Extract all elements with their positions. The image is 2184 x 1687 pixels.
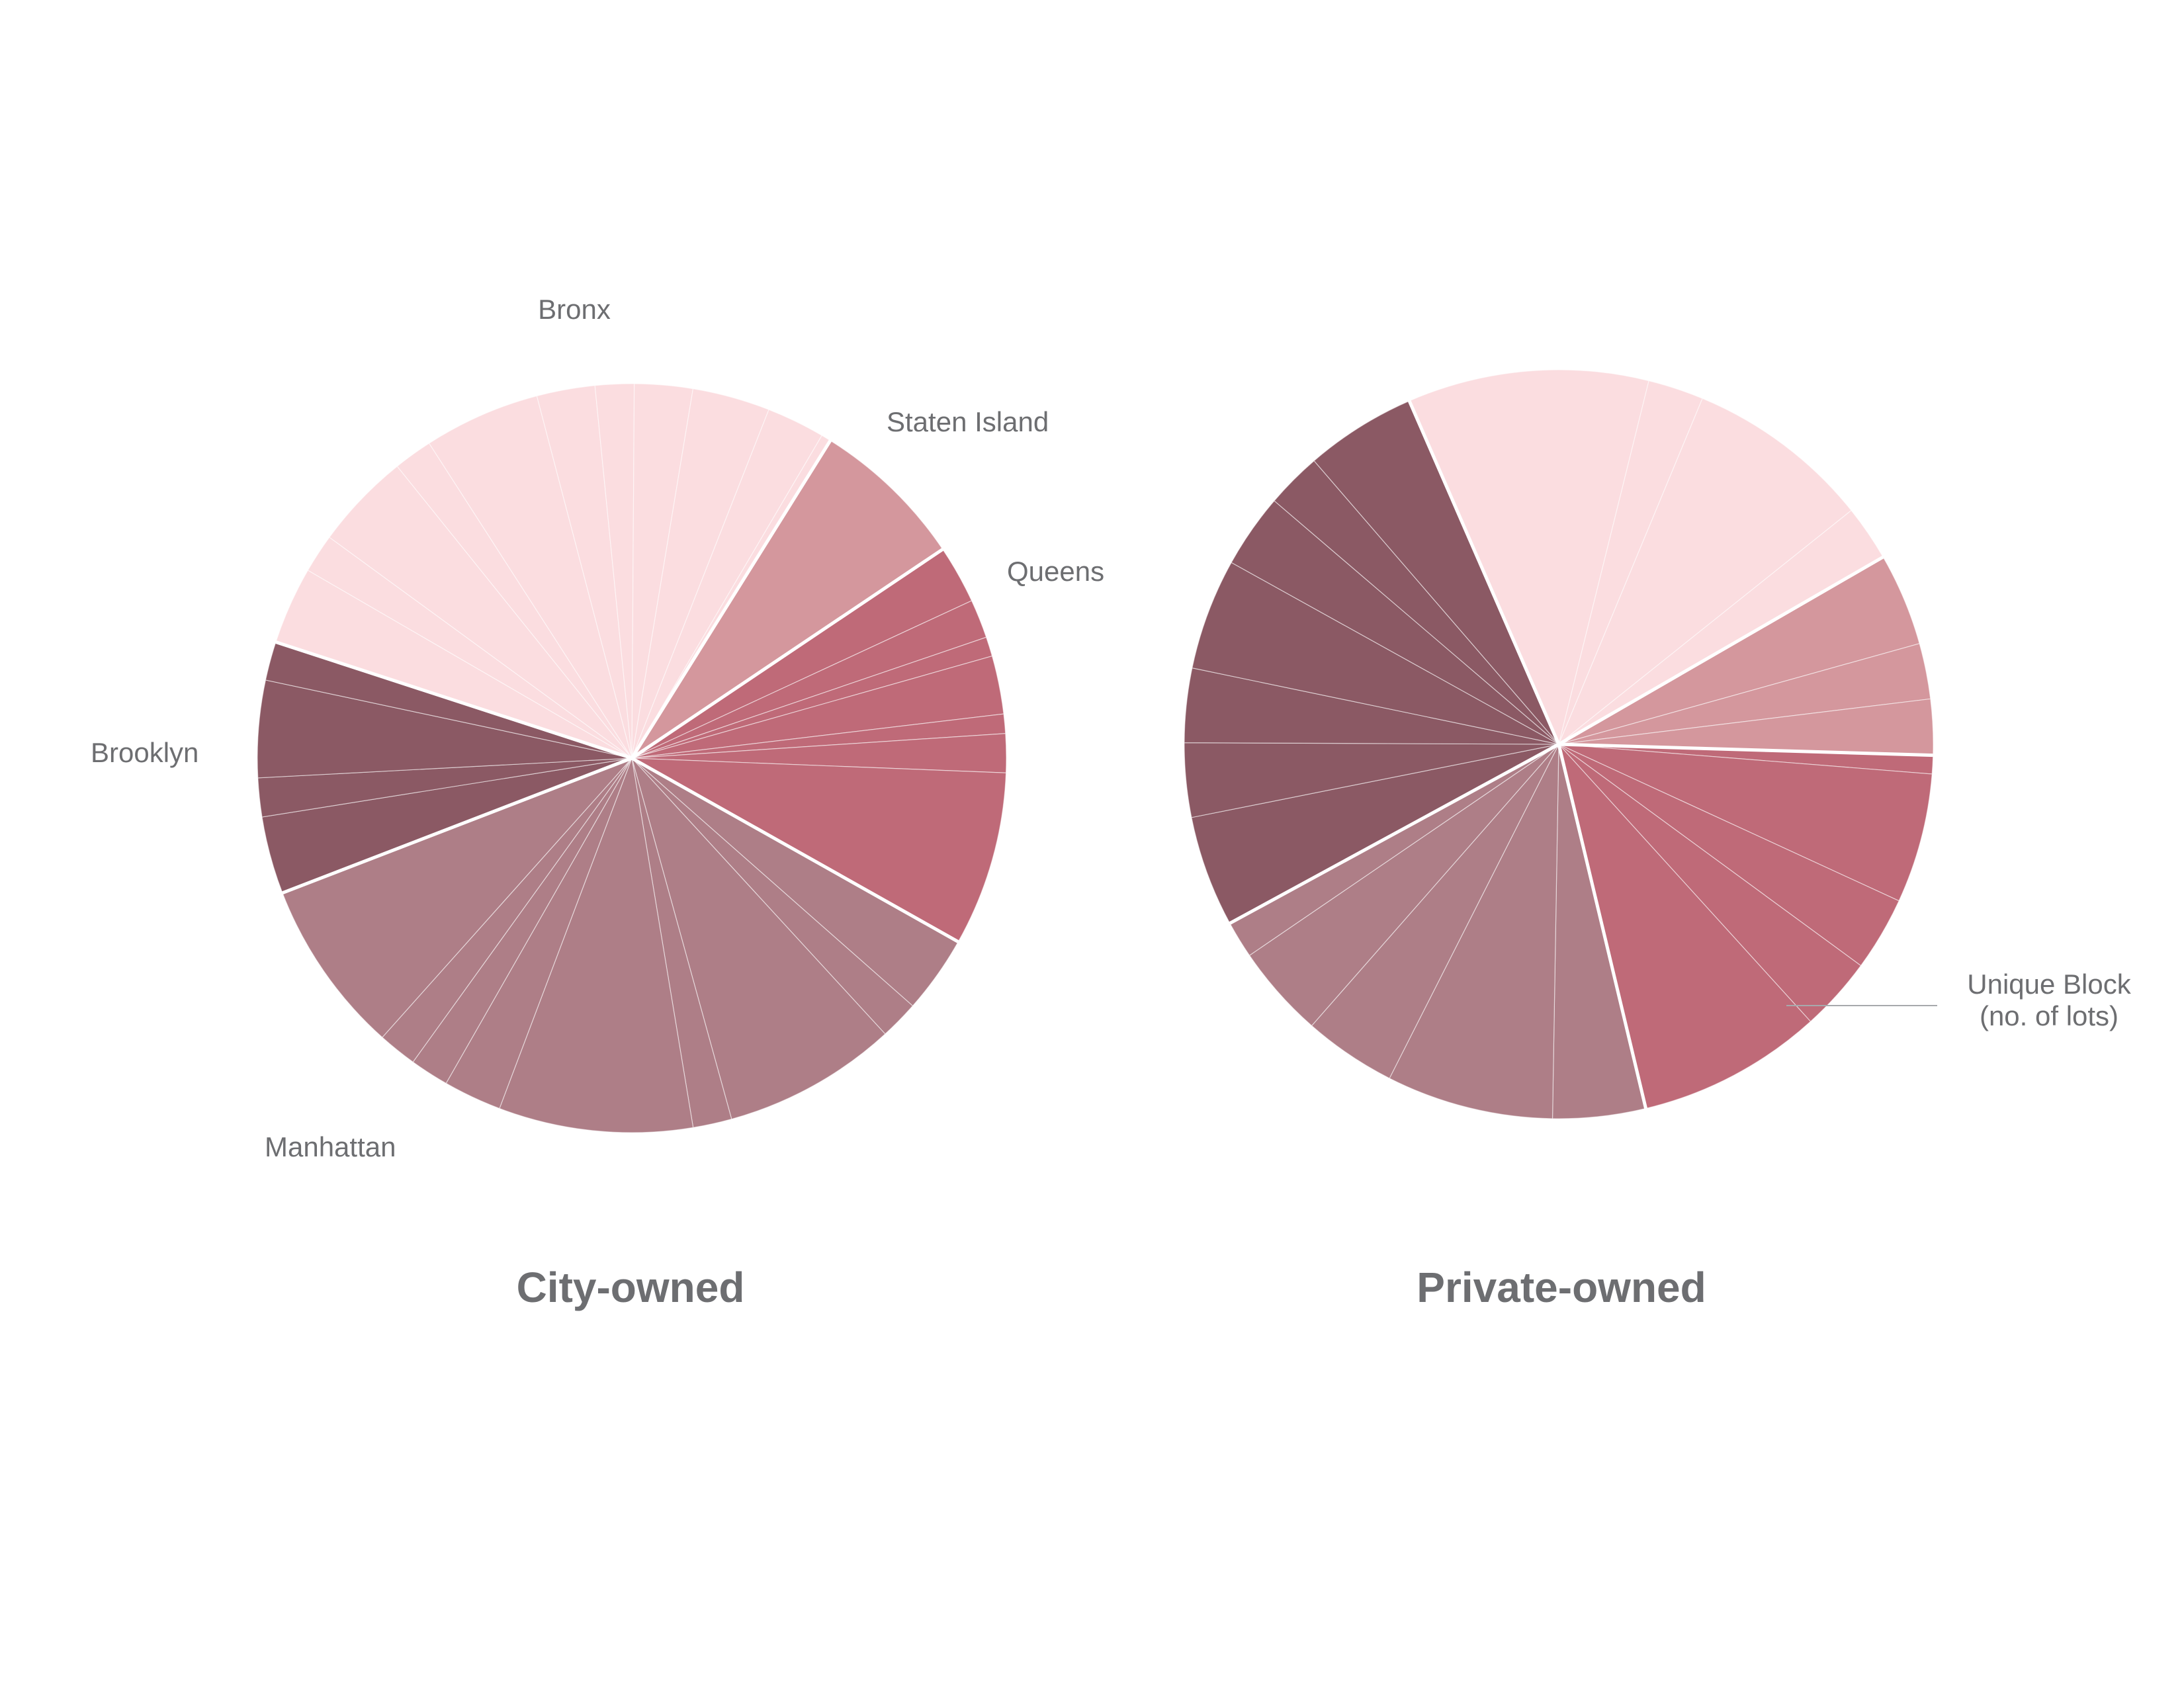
private-owned-group-divider: [1557, 555, 1884, 746]
city-owned-staten-island-slice: [631, 440, 943, 759]
private-owned-brooklyn-slice: [1192, 562, 1559, 745]
city-owned-pie: [257, 383, 1007, 1133]
city-owned-manhattan-slice: [282, 757, 633, 1038]
city-owned-manhattan-slice: [499, 756, 694, 1133]
private-owned-brooklyn-slice: [1313, 400, 1559, 745]
manhattan-label: Manhattan: [265, 1131, 396, 1162]
private-owned-group-divider: [1558, 742, 1933, 757]
private-owned-group-divider: [1407, 400, 1561, 745]
legend-line-1: Unique Block: [1967, 969, 2131, 1000]
queens-label: Queens: [1007, 556, 1104, 587]
city-owned-bronx-slice: [428, 395, 633, 759]
private-owned-bronx-slice: [1409, 369, 1649, 746]
city-owned-title: City-owned: [517, 1264, 745, 1311]
private-owned-bronx-slice: [1558, 509, 1884, 745]
staten-island-label: Staten Island: [887, 406, 1049, 437]
private-owned-title: Private-owned: [1417, 1264, 1706, 1311]
city-owned-queens-slice: [631, 757, 1007, 943]
legend-line-2: (no. of lots): [1980, 1000, 2118, 1031]
private-owned-pie: [1184, 369, 1934, 1119]
private-owned-manhattan-slice: [1389, 744, 1559, 1119]
brooklyn-label: Brooklyn: [91, 737, 198, 768]
private-owned-queens-slice: [1558, 744, 1933, 902]
private-owned-queens-slice: [1558, 744, 1812, 1109]
bronx-label: Bronx: [538, 294, 611, 325]
city-owned-group-divider: [631, 756, 959, 943]
private-owned-brooklyn-slice: [1191, 744, 1559, 924]
private-owned-group-divider: [1229, 742, 1560, 925]
city-owned-manhattan-slice: [631, 757, 886, 1120]
city-owned-group-divider: [631, 548, 944, 760]
city-owned-group-divider: [630, 439, 832, 759]
private-owned-bronx-slice: [1558, 398, 1852, 745]
private-owned-group-divider: [1557, 744, 1647, 1109]
city-owned-group-divider: [275, 640, 633, 760]
city-owned-group-divider: [282, 756, 633, 895]
